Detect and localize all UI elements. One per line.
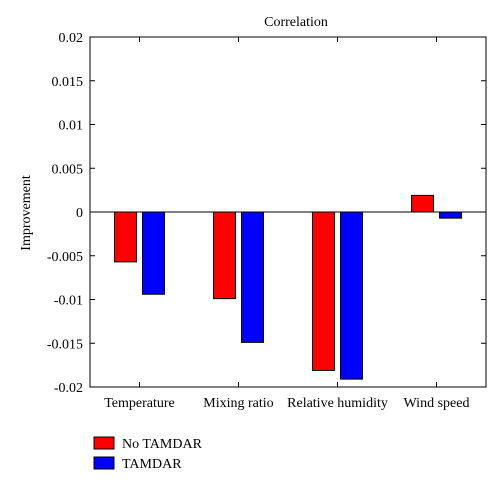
x-ticks: Temperature Mixing ratio Relative humidity… bbox=[104, 37, 469, 411]
bar-tamdar bbox=[340, 211, 363, 380]
bar-no-tamdar bbox=[213, 211, 236, 300]
y-ticks: 0.02 0.015 0.01 0.005 0 -0.005 -0.01 -0.015 -0.0… bbox=[47, 31, 486, 396]
x-tick-label: Temperature bbox=[104, 396, 175, 411]
legend: No TAMDAR TAMDAR bbox=[93, 436, 203, 472]
y-tick-label: -0.02 bbox=[54, 381, 83, 396]
legend-swatch bbox=[93, 436, 115, 450]
legend-label: TAMDAR bbox=[122, 457, 182, 472]
y-tick-label: -0.01 bbox=[54, 294, 83, 309]
y-tick-label: 0 bbox=[76, 206, 83, 221]
bar-no-tamdar bbox=[411, 194, 434, 213]
y-tick-label: 0.015 bbox=[52, 75, 84, 90]
chart-title: Correlation bbox=[264, 15, 328, 30]
legend-swatch bbox=[93, 456, 115, 470]
x-tick-label: Relative humidity bbox=[287, 396, 388, 411]
legend-label: No TAMDAR bbox=[122, 437, 203, 452]
bar-no-tamdar bbox=[114, 211, 137, 263]
y-tick-label: 0.01 bbox=[59, 119, 84, 134]
x-tick-label: Mixing ratio bbox=[203, 396, 273, 411]
bars-layer bbox=[114, 194, 462, 380]
x-tick-label: Wind speed bbox=[404, 396, 470, 411]
bar-no-tamdar bbox=[312, 211, 335, 371]
y-tick-label: 0.005 bbox=[52, 162, 84, 177]
y-axis-label: Improvement bbox=[19, 175, 34, 251]
bar-tamdar bbox=[241, 211, 264, 343]
y-tick-label: -0.015 bbox=[47, 337, 83, 352]
bar-tamdar bbox=[439, 211, 462, 219]
y-tick-label: -0.005 bbox=[47, 250, 83, 265]
bar-tamdar bbox=[142, 211, 165, 295]
y-tick-label: 0.02 bbox=[59, 31, 84, 46]
